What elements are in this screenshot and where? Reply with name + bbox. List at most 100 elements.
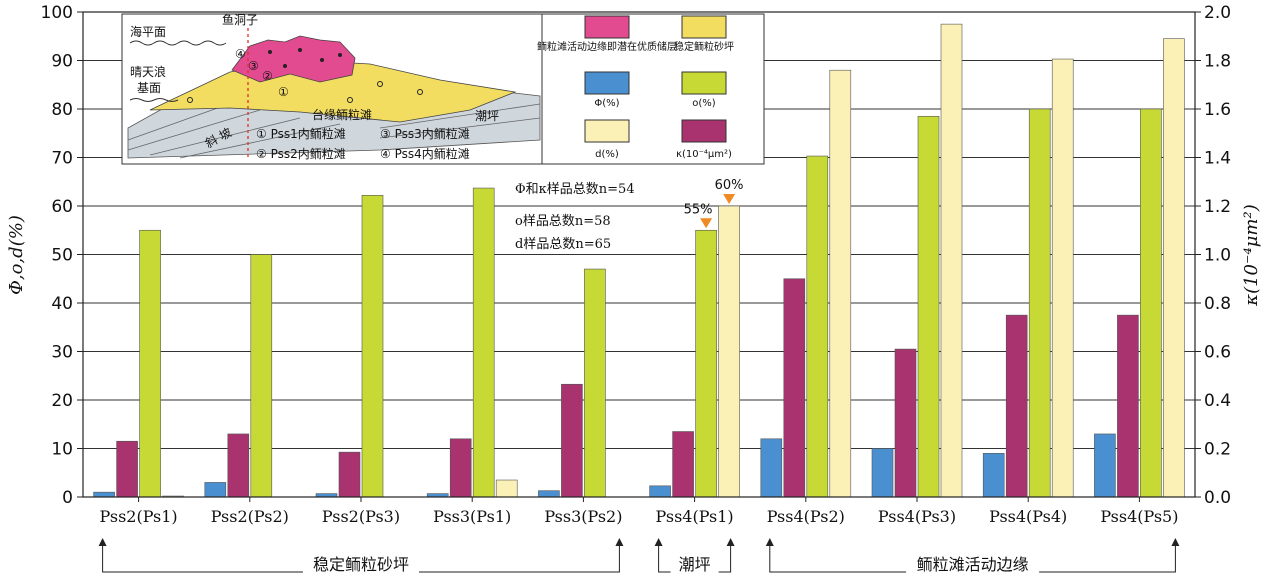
bar-phi (93, 491, 115, 498)
shoal-dot (298, 48, 302, 52)
bar-o (250, 254, 273, 498)
inset-key-1: ① Pss1内鲕粒滩 (256, 126, 346, 141)
left-tick-label: 30 (51, 343, 73, 363)
left-tick-label: 90 (51, 52, 73, 72)
right-axis-ticks: 0.0 0.2 0.4 0.6 0.8 1.0 1.2 1.4 1.6 1.8 2.0 (1195, 3, 1231, 508)
bar-o (1028, 108, 1051, 498)
flat-dot (417, 89, 423, 95)
legend-label-d: d(%) (595, 149, 619, 160)
left-tick-label: 0 (62, 488, 73, 508)
category-label: Pss3(Ps1) (433, 507, 511, 526)
annotation-label: 55% (684, 202, 713, 217)
legend-label-phi: Φ(%) (594, 98, 619, 109)
inset-marker-3: ③ (248, 59, 259, 73)
bar-kappa (1005, 314, 1028, 498)
bar-kappa (116, 440, 138, 498)
group-label: 稳定鲕粒砂坪 (313, 555, 409, 574)
right-tick-label: 2.0 (1204, 3, 1231, 23)
left-axis-title: Φ,o,d(%) (6, 215, 27, 295)
bar-phi (982, 453, 1005, 498)
bar-o (695, 229, 717, 498)
bar-d (718, 205, 740, 498)
legend-label-kappa: κ(10⁻⁴μm²) (676, 149, 732, 160)
bar-o (917, 115, 940, 498)
annotation-label: 60% (715, 178, 744, 193)
legend-swatch-o (681, 71, 727, 95)
group-label-bg (303, 555, 419, 574)
sea-level-wave (129, 40, 227, 46)
category-label: Pss3(Ps2) (544, 507, 622, 526)
bar-o (472, 187, 495, 498)
category-label: Pss4(Ps2) (767, 507, 845, 526)
right-tick-label: 1.4 (1204, 149, 1231, 169)
group-arrow (765, 538, 774, 546)
bar-phi (204, 482, 227, 498)
left-tick-label: 50 (51, 246, 73, 266)
left-tick-label: 60 (51, 197, 73, 217)
bar-o (1140, 108, 1162, 498)
group-label: 潮坪 (679, 555, 711, 574)
group-arrow (98, 538, 107, 546)
annotation-marker (723, 194, 736, 204)
bars-layer (93, 23, 1185, 498)
inset-platform: 台缘鲕粒滩 (312, 107, 372, 122)
category-label: Pss4(Ps3) (878, 507, 956, 526)
legend-swatch-active-margin (584, 15, 630, 39)
right-tick-label: 0.2 (1204, 440, 1231, 460)
inset-marker-1: ① (278, 85, 289, 99)
group-arrow (726, 538, 735, 546)
note-o-count: o样品总数n=58 (515, 214, 611, 229)
group-arrow (654, 538, 663, 546)
left-tick-label: 20 (51, 391, 73, 411)
wave-base-line (129, 98, 179, 102)
legend-label-o: o(%) (692, 98, 716, 109)
right-tick-label: 1.0 (1204, 246, 1231, 266)
bar-kappa (672, 431, 694, 498)
right-axis-title: κ(10⁻⁴μm²) (1241, 204, 1262, 306)
inset-yudongzi: 鱼洞子 (222, 13, 258, 27)
bar-kappa (783, 278, 806, 498)
left-tick-label: 40 (51, 294, 73, 314)
left-axis-ticks: 0 10 20 30 40 50 60 70 80 90 100 (41, 3, 83, 508)
ramp-layer-lines (127, 99, 541, 159)
category-label: Pss4(Ps1) (656, 507, 734, 526)
active-shoal-margin (231, 35, 356, 83)
shoal-dot (320, 58, 324, 62)
group-arrow (615, 538, 624, 546)
bar-phi (1094, 433, 1116, 498)
bar-phi (538, 490, 560, 498)
inset-tidal: 潮坪 (475, 108, 499, 123)
group-label: 鲕粒滩活动边缘 (917, 555, 1029, 574)
bar-phi (760, 438, 783, 498)
category-label: Pss2(Ps2) (211, 507, 289, 526)
bar-kappa (1117, 314, 1139, 498)
bar-o (139, 229, 161, 498)
legend-frame (541, 13, 765, 165)
shoal-dot (268, 50, 272, 54)
bar-d (495, 479, 518, 498)
inset-wave-base-1: 晴天浪 (130, 64, 166, 79)
bar-o (361, 195, 384, 498)
inset-key-3: ③ Pss3内鲕粒滩 (380, 126, 470, 141)
right-tick-label: 0.8 (1204, 294, 1231, 314)
note-d-count: d样品总数n=65 (515, 237, 611, 252)
legend-label-sand-flat: 稳定鲕粒砂坪 (674, 40, 734, 53)
right-tick-label: 0.6 (1204, 343, 1231, 363)
bar-o (584, 268, 606, 498)
bar-kappa (227, 433, 250, 498)
shoal-dot (283, 64, 287, 68)
annotation-marker (700, 218, 713, 229)
right-tick-label: 0.0 (1204, 488, 1231, 508)
legend-swatch-kappa (681, 119, 727, 143)
flat-dot (347, 97, 353, 103)
bar-d (940, 23, 963, 498)
left-tick-label: 70 (51, 149, 73, 169)
inset-marker-2: ② (262, 69, 273, 83)
legend-swatch-d (584, 119, 630, 143)
inset-key-4: ④ Pss4内鲕粒滩 (380, 146, 470, 161)
right-tick-label: 1.8 (1204, 52, 1231, 72)
annotations-layer: 55%60% (684, 178, 744, 229)
left-tick-label: 80 (51, 100, 73, 120)
legend-swatch-phi (584, 71, 630, 95)
